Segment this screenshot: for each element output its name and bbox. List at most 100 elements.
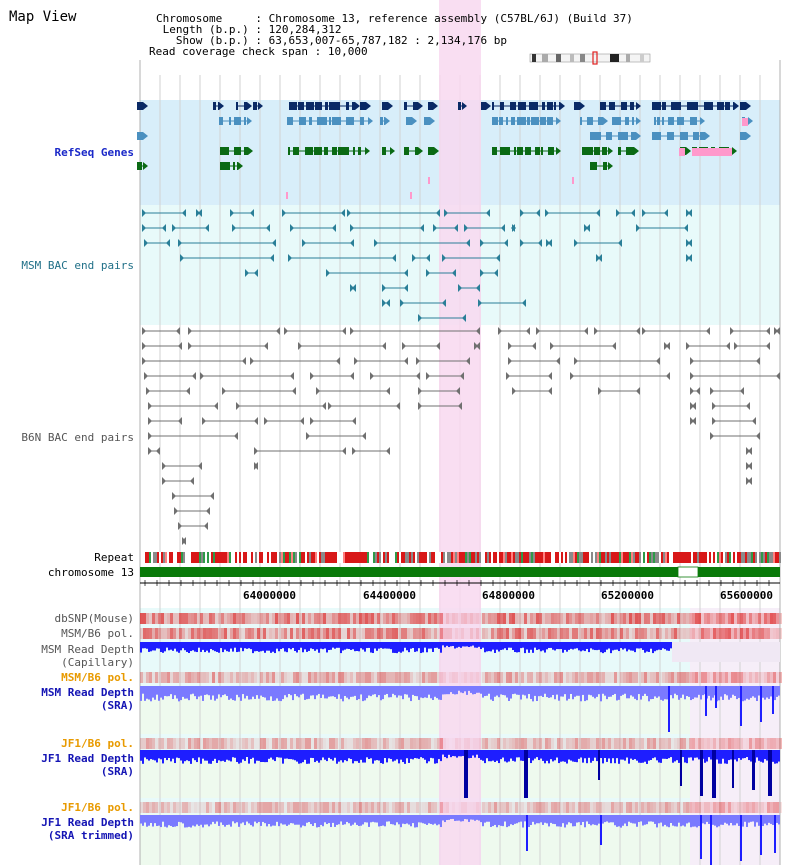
msm-b6-pol-sra-heat (416, 672, 419, 683)
msm-capillary-depth (340, 642, 342, 654)
dbsnp-heat (431, 613, 434, 624)
jf1-b6-pol-heat (149, 738, 152, 749)
dbsnp-heat (497, 613, 500, 624)
msm-sra-depth (164, 686, 166, 696)
msm-sra-depth (322, 686, 324, 695)
repeat-block (579, 552, 581, 563)
dbsnp-heat (662, 613, 665, 624)
msm-capillary-depth (498, 642, 500, 652)
repeat-block (549, 552, 551, 563)
jf1-b6-pol-heat (320, 738, 323, 749)
msm-sra-depth (406, 686, 408, 695)
msm-sra-depth (344, 686, 346, 697)
jf1-trimmed-depth (434, 815, 436, 824)
jf1-trimmed-depth (512, 815, 514, 826)
msm-b6-pol-heat (509, 628, 512, 639)
track-label-refseq[interactable]: RefSeq Genes (54, 146, 134, 159)
msm-b6-pol-heat (395, 628, 398, 639)
dbsnp-heat (668, 613, 671, 624)
jf1-b6-pol-trim-heat (203, 802, 206, 813)
msm-sra-depth (702, 686, 704, 696)
msm-b6-pol-heat (653, 628, 656, 639)
dbsnp-heat (752, 613, 755, 624)
track-label-b6n-bac[interactable]: B6N BAC end pairs (21, 431, 134, 444)
jf1-b6-pol-heat (473, 738, 476, 749)
dbsnp-heat (701, 613, 704, 624)
msm-b6-pol-heat (638, 628, 641, 639)
jf1-b6-pol-trim-heat (482, 802, 485, 813)
jf1-trimmed-depth (570, 815, 572, 824)
msm-b6-pol-sra-heat (302, 672, 305, 683)
msm-capillary-depth (606, 642, 608, 650)
refseq-gene-exon (413, 102, 418, 110)
repeat-block (359, 552, 361, 563)
msm-b6-pol-heat (707, 628, 710, 639)
jf1-trimmed-depth (278, 815, 280, 827)
msm-b6-pol-heat (212, 628, 215, 639)
msm-b6-pol-heat (320, 628, 323, 639)
repeat-block (583, 552, 585, 563)
msm-b6-pol-sra-heat (320, 672, 323, 683)
jf1-trimmed-depth (572, 815, 574, 827)
refseq-gene-exon (428, 102, 433, 110)
msm-sra-depth (212, 686, 214, 696)
jf1-b6-pol-heat (332, 738, 335, 749)
dbsnp-heat (698, 613, 701, 624)
dbsnp-heat (356, 613, 359, 624)
msm-sra-depth (622, 686, 624, 695)
jf1-b6-pol-trim-heat (188, 802, 191, 813)
jf1-b6-pol-heat (482, 738, 485, 749)
jf1-b6-pol-heat (416, 738, 419, 749)
msm-b6-pol-heat (590, 628, 593, 639)
msm-b6-pol-heat (398, 628, 401, 639)
b6n-bac-pair-end (690, 357, 694, 365)
jf1-sra-depth (424, 750, 426, 760)
refseq-gene-exon (492, 147, 497, 155)
dbsnp-heat (377, 613, 380, 624)
msm-capillary-depth (392, 642, 394, 653)
msm-capillary-depth (660, 642, 662, 650)
msm-b6-pol-sra-heat (734, 672, 737, 683)
msm-bac-pair-end (631, 209, 635, 217)
msm-bac-pair-end (548, 239, 552, 247)
jf1-sra-depth (348, 750, 350, 759)
jf1-sra-depth (150, 750, 152, 760)
msm-b6-pol-sra-heat (737, 672, 740, 683)
repeat-block (235, 552, 237, 563)
jf1-b6-pol-heat (710, 738, 713, 749)
msm-b6-pol-sra-heat (572, 672, 575, 683)
msm-b6-pol-sra-heat (479, 672, 482, 683)
jf1-sra-depth (266, 750, 268, 763)
msm-b6-pol-heat (194, 628, 197, 639)
msm-b6-pol-sra-heat (458, 672, 461, 683)
msm-sra-depth (570, 686, 572, 694)
msm-b6-pol-sra-heat (668, 672, 671, 683)
repeat-block (773, 552, 775, 563)
msm-sra-depth (394, 686, 396, 696)
repeat-block (685, 552, 687, 563)
jf1-b6-pol-heat (167, 738, 170, 749)
msm-capillary-depth (424, 642, 426, 648)
msm-capillary-depth (396, 642, 398, 654)
jf1-b6-pol-heat (647, 738, 650, 749)
jf1-sra-depth (224, 750, 226, 762)
msm-b6-pol-sra-heat (746, 672, 749, 683)
msm-bac-pair-end (688, 239, 692, 247)
msm-b6-pol-heat (275, 628, 278, 639)
jf1-trimmed-depth (500, 815, 502, 826)
track-label-jf1-depth-sra-sub: (SRA) (100, 765, 134, 778)
msm-capillary-depth (632, 642, 634, 651)
jf1-b6-pol-heat (725, 738, 728, 749)
msm-capillary-depth (472, 642, 474, 646)
jf1-sra-depth (722, 750, 724, 759)
jf1-trimmed-depth (676, 815, 678, 827)
dbsnp-heat (572, 613, 575, 624)
repeat-block (441, 552, 443, 563)
jf1-trimmed-depth (536, 815, 538, 824)
jf1-trimmed-depth (674, 815, 676, 827)
msm-sra-depth (240, 686, 242, 701)
jf1-trimmed-depth (590, 815, 592, 826)
repeat-block (403, 552, 405, 563)
track-label-msm-bac[interactable]: MSM BAC end pairs (21, 259, 134, 272)
